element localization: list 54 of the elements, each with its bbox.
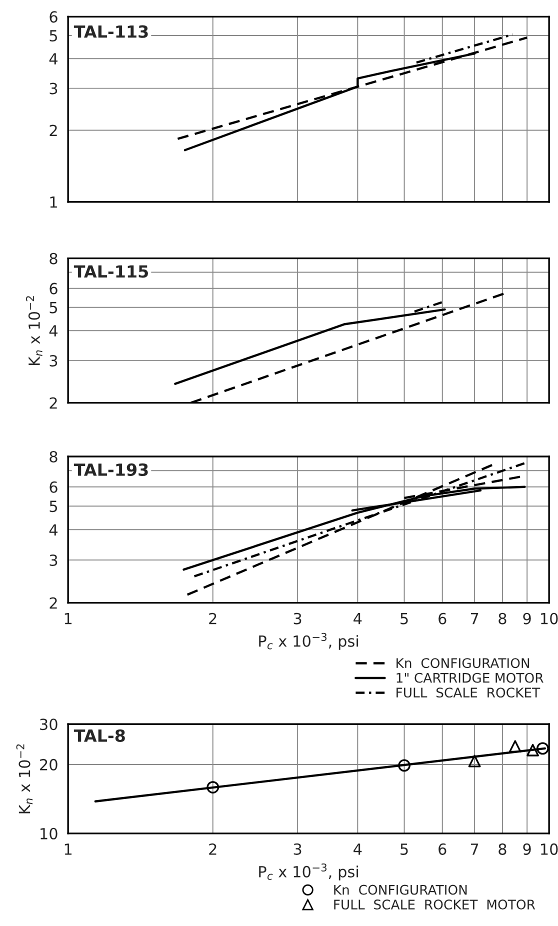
- y-tick-label: 4: [49, 524, 58, 536]
- y-tick-label: 3: [50, 355, 58, 367]
- chart-title: TAL-113: [74, 25, 148, 38]
- y-tick-label: 5: [50, 500, 58, 512]
- y-tick-label: 4: [49, 325, 58, 336]
- y-tick-label: 5: [50, 302, 58, 314]
- x-tick-label: 6: [438, 843, 446, 855]
- y-tick-label: 4: [49, 53, 58, 64]
- legend-label: FULL SCALE ROCKET MOTOR: [334, 900, 536, 910]
- x-tick-label: 3: [294, 843, 302, 855]
- x-tick-label: 7: [470, 844, 478, 855]
- y-tick-label: 30: [40, 718, 58, 730]
- legend-label: Kn CONFIGURATION: [396, 658, 530, 668]
- y-tick-label: 8: [50, 450, 58, 463]
- x-axis-title: P$_{c}$ x 10$^{−3}$, psi: [259, 863, 358, 880]
- x-tick-label: 4: [354, 844, 362, 855]
- y-tick-label: 6: [50, 481, 58, 493]
- y-axis-title: K$_{n}$ x 10$^{−2}$: [26, 296, 42, 366]
- y-tick-label: 10: [40, 828, 58, 840]
- legend-label: 1" CARTRIDGE MOTOR: [396, 672, 544, 683]
- x-tick-label: 6: [438, 612, 446, 624]
- y-axis-title: K$_{n}$ x 10$^{−2}$: [16, 744, 33, 814]
- x-tick-label: 5: [400, 844, 408, 855]
- x-tick-label: 8: [498, 843, 506, 855]
- y-tick-label: 1: [50, 196, 57, 208]
- y-tick-label: 6: [50, 282, 58, 294]
- x-tick-label: 7: [470, 613, 478, 624]
- chart-title: TAL-115: [74, 265, 148, 278]
- chart-title: TAL-193: [74, 463, 148, 476]
- x-tick-label: 8: [498, 612, 506, 624]
- x-axis-title: P$_{c}$ x 10$^{−3}$, psi: [259, 632, 358, 650]
- y-tick-label: 3: [50, 82, 58, 94]
- x-tick-label: 2: [209, 843, 216, 855]
- x-tick-label: 9: [523, 843, 531, 855]
- x-tick-label: 5: [400, 613, 408, 624]
- x-tick-label: 9: [523, 612, 531, 624]
- x-tick-label: 3: [294, 612, 302, 624]
- y-tick-label: 8: [50, 252, 58, 264]
- y-tick-label: 2: [50, 597, 57, 609]
- x-tick-label: 1: [64, 613, 72, 624]
- y-tick-label: 6: [50, 11, 58, 23]
- legend-label: FULL SCALE ROCKET: [396, 688, 540, 698]
- x-tick-label: 2: [209, 612, 216, 624]
- chart-title: TAL-8: [74, 729, 125, 742]
- x-tick-label: 10: [541, 612, 558, 624]
- x-tick-label: 1: [64, 844, 72, 855]
- y-tick-label: 2: [50, 397, 57, 409]
- y-tick-label: 5: [50, 30, 58, 42]
- y-tick-label: 3: [50, 554, 58, 566]
- y-tick-label: 2: [50, 124, 57, 136]
- y-tick-label: 20: [40, 758, 58, 770]
- x-tick-label: 10: [541, 843, 558, 855]
- x-tick-label: 4: [354, 613, 362, 624]
- legend-label: Kn CONFIGURATION: [334, 884, 467, 895]
